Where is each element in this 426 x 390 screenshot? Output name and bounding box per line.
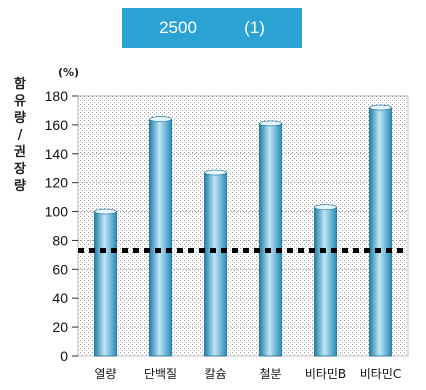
bar-0 (94, 211, 117, 357)
chart-title: 2500 (1) (122, 8, 302, 48)
x-tick-label: 비타민C (360, 367, 402, 381)
y-tick-label: 80 (52, 232, 68, 248)
gridlines (78, 95, 408, 328)
y-tick-label: 0 (60, 348, 68, 364)
bar-1 (149, 118, 172, 357)
x-axis-labels: 열량 단백질 칼슘 철분 비타민B 비타민C (94, 367, 401, 381)
y-tick-label: 100 (45, 204, 69, 220)
y-axis-ticks: 0 20 40 60 80 100 120 140 160 180 (45, 88, 78, 364)
y-tick-label: 180 (45, 88, 69, 104)
bars-group (94, 104, 392, 357)
bar-top-0 (94, 208, 117, 215)
y-tick-label: 160 (45, 117, 69, 133)
x-tick-label: 칼슘 (204, 367, 226, 381)
y-tick-label: 60 (52, 261, 68, 277)
y-tick-label: 120 (45, 175, 69, 191)
bar-2 (204, 172, 227, 357)
x-tick-label: 단백질 (144, 367, 177, 381)
plot-area (77, 95, 409, 357)
bar-5 (369, 107, 392, 357)
bar-top-4 (314, 204, 337, 211)
y-axis-label: 함 유 량 / 권 장 량 (14, 76, 26, 194)
bar-4 (314, 206, 337, 357)
bar-top-2 (204, 169, 227, 176)
x-tick-label: 열량 (94, 367, 116, 381)
x-tick-label: 철분 (259, 367, 281, 381)
y-tick-label: 140 (45, 146, 69, 162)
chart-title-text: 2500 (1) (159, 18, 265, 37)
bar-top-3 (259, 120, 282, 127)
bar-top-1 (149, 116, 172, 122)
y-axis-unit: (%) (58, 66, 79, 79)
bar-top-5 (369, 104, 392, 111)
bar-3 (259, 123, 282, 357)
x-tick-label: 비타민B (305, 367, 346, 381)
y-tick-label: 40 (52, 290, 68, 306)
y-tick-label: 20 (52, 319, 68, 335)
